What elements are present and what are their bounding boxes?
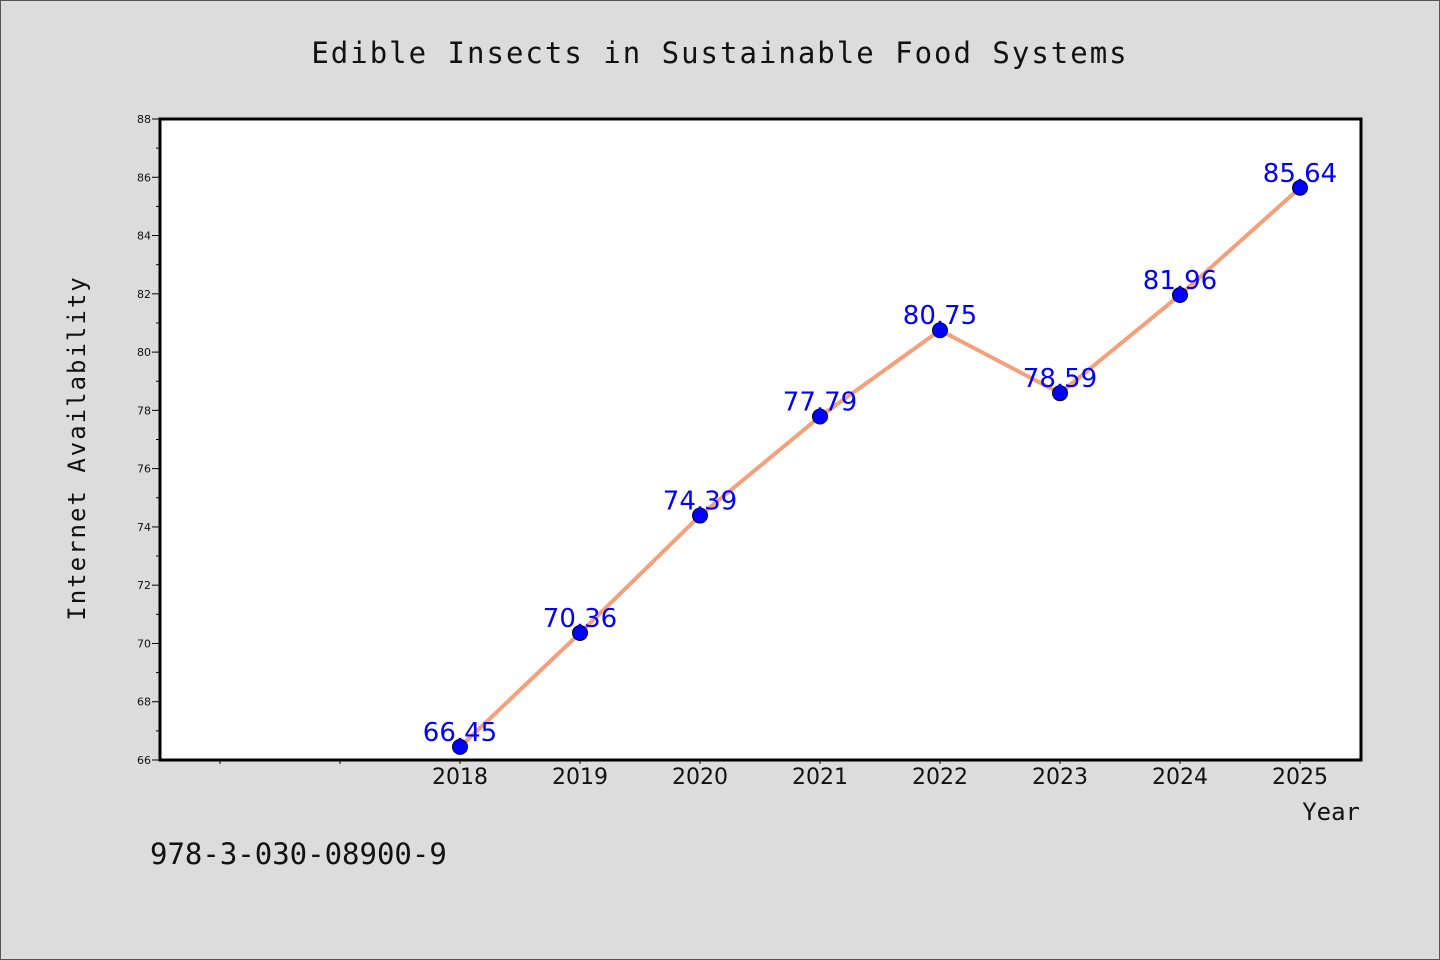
y-tick-label: 82 — [137, 288, 151, 301]
data-point — [572, 624, 588, 641]
x-tick-label: 2022 — [912, 765, 968, 790]
axis-ticks: 66 68 70 72 74 76 78 80 82 84 86 88 2018 2019 2020 2021… — [137, 113, 1328, 790]
data-label: 78.59 — [1023, 364, 1097, 394]
data-point — [1172, 286, 1188, 303]
y-tick-label: 76 — [137, 463, 151, 476]
chart-title: Edible Insects in Sustainable Food Syste… — [311, 36, 1128, 70]
plot-area — [158, 117, 1363, 762]
data-point — [692, 507, 708, 524]
x-tick-label: 2018 — [432, 765, 488, 790]
data-label: 77.79 — [783, 387, 857, 417]
data-point — [1052, 385, 1068, 402]
x-tick-label: 2025 — [1272, 765, 1328, 790]
x-tick-label: 2019 — [552, 765, 608, 790]
y-tick-label: 78 — [137, 404, 151, 417]
y-tick-label: 84 — [137, 230, 151, 243]
y-tick-label: 86 — [137, 171, 151, 184]
x-tick-label: 2021 — [792, 765, 848, 790]
y-tick-label: 68 — [137, 696, 151, 709]
x-tick-label: 2020 — [672, 765, 728, 790]
y-tick-label: 88 — [137, 113, 151, 126]
data-label: 85.64 — [1263, 159, 1337, 189]
data-point — [812, 408, 828, 425]
data-point — [452, 738, 468, 755]
data-point — [1292, 179, 1308, 196]
data-label: 70.36 — [543, 604, 617, 634]
series-group: 66.45 70.36 74.39 77.79 80.75 78.59 81.96 85.64 — [423, 159, 1337, 755]
footnote-isbn: 978-3-030-08900-9 — [150, 837, 447, 871]
data-label: 66.45 — [423, 718, 497, 748]
series-line — [458, 186, 1302, 749]
y-tick-label: 72 — [137, 579, 151, 592]
y-tick-label: 70 — [137, 637, 151, 650]
y-tick-label: 74 — [137, 521, 151, 534]
y-tick-label: 80 — [137, 346, 151, 359]
data-label: 74.39 — [663, 487, 737, 517]
y-tick-label: 66 — [137, 754, 151, 767]
x-tick-label: 2023 — [1032, 765, 1088, 790]
data-label: 80.75 — [903, 301, 977, 331]
data-label: 81.96 — [1143, 266, 1217, 296]
y-axis-label: Internet Availability — [63, 275, 91, 620]
x-axis-label: Year — [1302, 798, 1360, 826]
x-tick-label: 2024 — [1152, 765, 1208, 790]
data-point — [932, 322, 948, 339]
